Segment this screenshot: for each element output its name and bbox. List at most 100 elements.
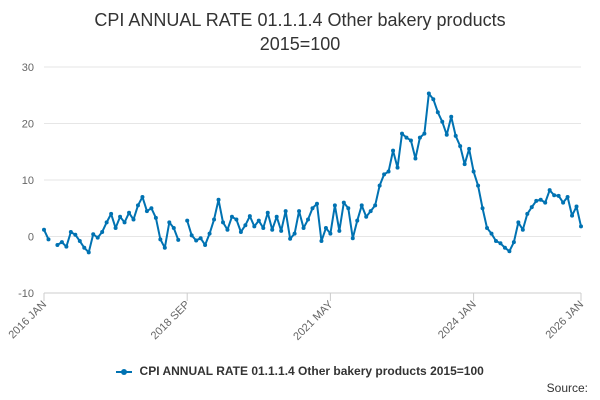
data-point[interactable] bbox=[319, 239, 324, 244]
data-point[interactable] bbox=[449, 114, 454, 119]
data-point[interactable] bbox=[480, 206, 485, 211]
data-point[interactable] bbox=[176, 237, 181, 242]
data-point[interactable] bbox=[198, 236, 203, 241]
data-point[interactable] bbox=[422, 131, 427, 136]
data-point[interactable] bbox=[212, 217, 217, 222]
data-point[interactable] bbox=[520, 227, 525, 232]
data-point[interactable] bbox=[359, 203, 364, 208]
data-point[interactable] bbox=[185, 218, 190, 223]
data-point[interactable] bbox=[337, 228, 342, 233]
data-point[interactable] bbox=[247, 214, 252, 219]
data-point[interactable] bbox=[444, 132, 449, 137]
data-point[interactable] bbox=[77, 239, 82, 244]
series-line[interactable] bbox=[43, 92, 582, 254]
data-point[interactable] bbox=[243, 223, 248, 228]
data-point[interactable] bbox=[100, 229, 105, 234]
data-point[interactable] bbox=[216, 197, 221, 202]
data-point[interactable] bbox=[534, 198, 539, 203]
data-point[interactable] bbox=[314, 201, 319, 206]
data-point[interactable] bbox=[68, 229, 73, 234]
data-point[interactable] bbox=[292, 231, 297, 236]
data-point[interactable] bbox=[283, 209, 288, 214]
data-point[interactable] bbox=[341, 200, 346, 205]
data-point[interactable] bbox=[332, 203, 337, 208]
data-point[interactable] bbox=[395, 165, 400, 170]
data-point[interactable] bbox=[368, 209, 373, 214]
data-point[interactable] bbox=[149, 206, 154, 211]
data-point[interactable] bbox=[82, 245, 87, 250]
data-point[interactable] bbox=[556, 193, 561, 198]
data-point[interactable] bbox=[467, 146, 472, 151]
data-point[interactable] bbox=[538, 197, 543, 202]
data-point[interactable] bbox=[373, 203, 378, 208]
data-point[interactable] bbox=[328, 231, 333, 236]
data-point[interactable] bbox=[364, 214, 369, 219]
data-point[interactable] bbox=[73, 232, 78, 237]
data-point[interactable] bbox=[382, 172, 387, 177]
data-point[interactable] bbox=[189, 233, 194, 238]
data-point[interactable] bbox=[91, 232, 96, 237]
data-point[interactable] bbox=[511, 240, 516, 245]
data-point[interactable] bbox=[417, 135, 422, 140]
data-point[interactable] bbox=[59, 240, 64, 245]
data-point[interactable] bbox=[113, 226, 118, 231]
data-point[interactable] bbox=[104, 220, 109, 225]
data-point[interactable] bbox=[323, 226, 328, 231]
data-point[interactable] bbox=[350, 236, 355, 241]
data-point[interactable] bbox=[570, 213, 575, 218]
data-point[interactable] bbox=[306, 217, 311, 222]
data-point[interactable] bbox=[471, 169, 476, 174]
data-point[interactable] bbox=[252, 224, 257, 229]
data-point[interactable] bbox=[256, 218, 261, 223]
data-point[interactable] bbox=[140, 194, 145, 199]
data-point[interactable] bbox=[144, 209, 149, 214]
data-point[interactable] bbox=[158, 237, 163, 242]
data-point[interactable] bbox=[238, 229, 243, 234]
data-point[interactable] bbox=[310, 206, 315, 211]
data-point[interactable] bbox=[579, 224, 583, 229]
data-point[interactable] bbox=[265, 210, 270, 215]
data-point[interactable] bbox=[400, 131, 404, 136]
data-point[interactable] bbox=[270, 227, 275, 232]
data-point[interactable] bbox=[203, 242, 208, 247]
data-point[interactable] bbox=[462, 162, 467, 167]
data-point[interactable] bbox=[234, 217, 239, 222]
data-point[interactable] bbox=[153, 215, 158, 220]
data-point[interactable] bbox=[435, 110, 440, 115]
data-point[interactable] bbox=[64, 244, 69, 249]
data-point[interactable] bbox=[431, 97, 436, 102]
data-point[interactable] bbox=[55, 242, 60, 247]
data-point[interactable] bbox=[131, 217, 136, 222]
data-point[interactable] bbox=[485, 226, 490, 231]
data-point[interactable] bbox=[476, 183, 481, 188]
data-point[interactable] bbox=[458, 144, 463, 149]
data-point[interactable] bbox=[162, 245, 167, 250]
data-point[interactable] bbox=[207, 231, 212, 236]
data-point[interactable] bbox=[489, 231, 494, 236]
data-point[interactable] bbox=[274, 214, 279, 219]
data-point[interactable] bbox=[194, 238, 199, 243]
data-point[interactable] bbox=[493, 239, 498, 244]
data-point[interactable] bbox=[279, 228, 284, 233]
data-point[interactable] bbox=[135, 203, 140, 208]
data-point[interactable] bbox=[574, 204, 579, 209]
data-point[interactable] bbox=[171, 226, 176, 231]
data-point[interactable] bbox=[377, 183, 382, 188]
data-point[interactable] bbox=[408, 138, 413, 143]
data-point[interactable] bbox=[95, 235, 100, 240]
data-point[interactable] bbox=[301, 226, 306, 231]
data-point[interactable] bbox=[565, 194, 570, 199]
data-point[interactable] bbox=[525, 211, 530, 216]
data-point[interactable] bbox=[498, 241, 503, 246]
data-point[interactable] bbox=[391, 148, 396, 153]
data-point[interactable] bbox=[109, 211, 114, 216]
data-series[interactable] bbox=[42, 91, 583, 255]
data-point[interactable] bbox=[426, 91, 431, 96]
data-point[interactable] bbox=[529, 205, 534, 210]
legend[interactable]: CPI ANNUAL RATE 01.1.1.4 Other bakery pr… bbox=[0, 364, 600, 378]
data-point[interactable] bbox=[46, 237, 51, 242]
data-point[interactable] bbox=[118, 214, 123, 219]
data-point[interactable] bbox=[288, 236, 293, 241]
data-point[interactable] bbox=[346, 206, 351, 211]
data-point[interactable] bbox=[225, 227, 230, 232]
